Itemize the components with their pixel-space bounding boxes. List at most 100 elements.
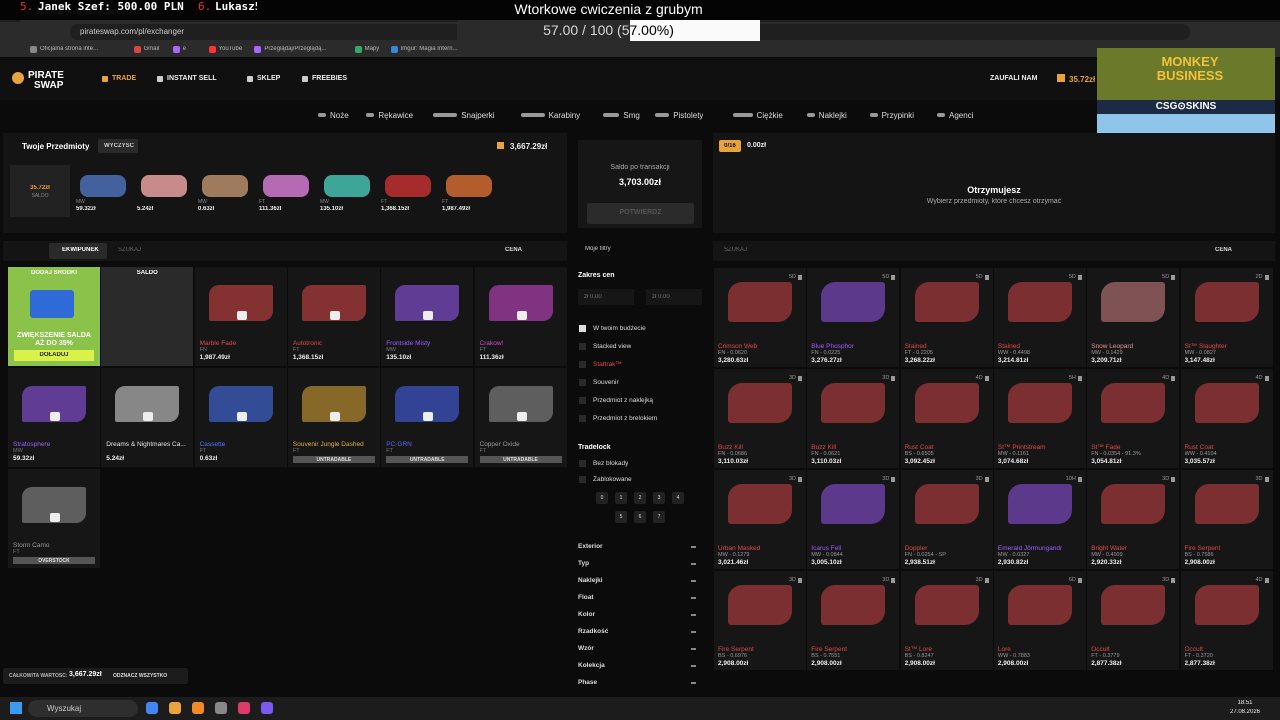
max-price[interactable]: zł 0.00	[652, 294, 670, 300]
taskbar-app[interactable]	[146, 702, 158, 714]
category[interactable]: Agenci	[949, 111, 974, 120]
taskbar-app[interactable]	[192, 702, 204, 714]
right-toolbar	[713, 241, 1275, 261]
category[interactable]: Ciężkie	[756, 111, 783, 120]
category[interactable]: Naklejki	[818, 111, 847, 120]
day-btn[interactable]	[672, 492, 684, 504]
category[interactable]: Karabiny	[548, 111, 581, 120]
nav-link[interactable]: FREEBIES	[312, 75, 348, 82]
taskbar-app[interactable]	[169, 702, 181, 714]
day-btn[interactable]	[653, 492, 665, 504]
lock-icon	[1077, 578, 1082, 583]
day-btn[interactable]	[615, 511, 627, 523]
checkbox[interactable]	[579, 460, 586, 467]
filter-section[interactable]: Typ	[578, 560, 590, 567]
nav-link[interactable]: SKLEP	[257, 75, 281, 82]
topup-title: DODAJ ŚRODKI	[30, 270, 77, 276]
bookmark[interactable]: Przeglądaj/Przeglądą...	[264, 46, 327, 52]
deselect-button[interactable]: ODZNACZ WSZYSTKO	[113, 673, 168, 679]
checkbox[interactable]	[579, 379, 586, 386]
footer-total: 3,667.29zł	[69, 671, 102, 678]
filter-section[interactable]: Wzór	[578, 645, 594, 652]
topup-button[interactable]: DOŁADUJ	[39, 352, 69, 358]
item-price: 3,005.10zł	[811, 559, 842, 566]
panel-title: Twoje Przedmioty	[22, 142, 90, 151]
category[interactable]: Pistolety	[673, 111, 704, 120]
filter-section[interactable]: Rzadkość	[578, 628, 609, 635]
sort-select[interactable]: CENA	[1215, 247, 1233, 253]
search-box[interactable]	[28, 700, 138, 717]
day-btn[interactable]	[634, 492, 646, 504]
item-float: BS - 0.6976	[718, 653, 748, 659]
bookmark[interactable]: Imgur: Magia Intern...	[400, 46, 458, 52]
selected-image[interactable]	[202, 175, 248, 197]
item-name: Doppler	[904, 545, 928, 552]
day-btn[interactable]	[653, 511, 665, 523]
nav-link[interactable]: INSTANT SELL	[167, 75, 217, 82]
balance: 35.72zł	[1069, 75, 1096, 84]
filter-section[interactable]: Kolekcja	[578, 662, 605, 669]
selected-image[interactable]	[80, 175, 126, 197]
day-btn[interactable]	[596, 492, 608, 504]
clock-date: 27.08.2026	[1229, 709, 1261, 715]
checkbox[interactable]	[579, 343, 586, 350]
checkbox[interactable]	[579, 397, 586, 404]
trust-link[interactable]: ZAUFALI NAM	[990, 75, 1038, 82]
bookmark[interactable]: Mapy	[364, 46, 380, 52]
day-btn[interactable]	[615, 492, 627, 504]
selected-image[interactable]	[385, 175, 431, 197]
url: pirateswap.com/pl/exchanger	[80, 27, 185, 36]
category[interactable]: Przypinki	[881, 111, 915, 120]
day-btn[interactable]	[634, 511, 646, 523]
lock-days: 3D	[882, 375, 890, 381]
checkbox[interactable]	[579, 415, 586, 422]
selected-image[interactable]	[263, 175, 309, 197]
bookmark[interactable]: YouTube	[218, 46, 243, 52]
category[interactable]: Noże	[330, 111, 349, 120]
item-image	[1007, 585, 1072, 625]
bookmark[interactable]: Gmail	[143, 46, 160, 52]
category-icon	[366, 113, 375, 117]
bookmark[interactable]: Oficjalna strona inte...	[40, 46, 99, 52]
search-input[interactable]: SZUKAJ	[724, 247, 748, 253]
confirm-button[interactable]: POTWIERDŹ	[619, 209, 662, 216]
item-wear: FT	[199, 448, 207, 454]
lock-icon	[1077, 376, 1082, 381]
checkbox[interactable]	[579, 476, 586, 483]
item-price: 3,280.63zł	[718, 357, 749, 364]
sort-select[interactable]: CENA	[505, 247, 523, 253]
lock-icon	[798, 578, 802, 583]
taskbar-app[interactable]	[215, 702, 227, 714]
category[interactable]: Rękawice	[378, 111, 414, 120]
category[interactable]: Smg	[623, 111, 640, 120]
selected-image[interactable]	[324, 175, 370, 197]
checkbox[interactable]	[579, 325, 586, 332]
filter-section[interactable]: Float	[578, 594, 594, 601]
selected-image[interactable]	[446, 175, 492, 197]
right-total: 0.00zł	[747, 142, 767, 149]
filter-section[interactable]: Phase	[578, 679, 598, 686]
tab-btn	[49, 243, 107, 259]
item-name: St™ Fade	[1091, 444, 1121, 451]
nav-link[interactable]: TRADE	[112, 75, 137, 82]
nav-icon	[102, 76, 108, 82]
search-input[interactable]: SZUKAJ	[118, 247, 142, 253]
checkbox[interactable]	[579, 361, 586, 368]
category[interactable]: Snajperki	[461, 111, 495, 120]
item-image	[1194, 282, 1259, 322]
taskbar-app[interactable]	[238, 702, 250, 714]
filter-section[interactable]: Kolor	[578, 611, 595, 618]
bookmark[interactable]: e	[182, 46, 186, 52]
inventory-tab[interactable]: EKWIPUNEK	[62, 247, 99, 253]
ad-brand: CSG⊙SKINS	[1155, 101, 1217, 112]
clear-button[interactable]: WYCZYŚĆ	[104, 143, 134, 149]
item-name: Fire Serpent	[718, 646, 754, 653]
filter-section[interactable]: Naklejki	[578, 577, 603, 584]
selected-image[interactable]	[141, 175, 187, 197]
taskbar-app[interactable]	[261, 702, 273, 714]
item-price: 1,987.49zł	[199, 354, 230, 361]
min-price[interactable]: zł 0.00	[584, 294, 602, 300]
filter-section[interactable]: Exterior	[578, 543, 603, 550]
my-filters[interactable]: Moje filtry	[585, 246, 611, 252]
item-image	[728, 484, 792, 524]
